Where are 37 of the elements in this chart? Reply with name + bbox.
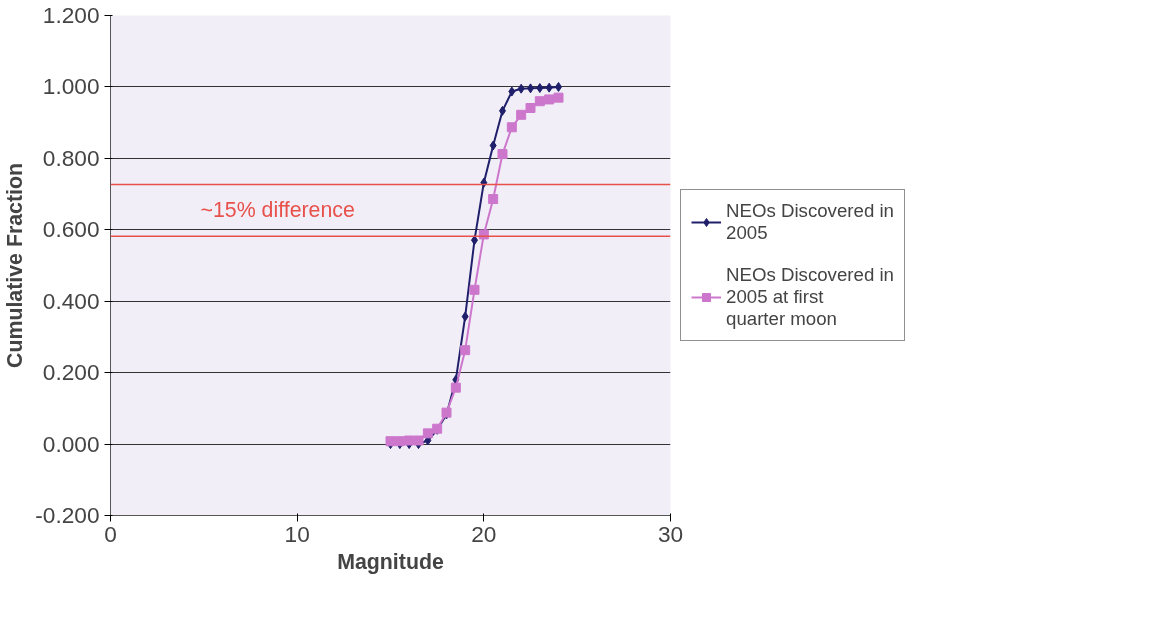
- x-tick-label: 20: [471, 520, 497, 547]
- y-tick-label: 1.000: [42, 73, 100, 100]
- point: [536, 83, 544, 93]
- legend-label: NEOs Discovered in 2005 at first quarter moon: [726, 264, 894, 330]
- point: [422, 428, 433, 439]
- point: [404, 435, 415, 446]
- point: [450, 382, 461, 393]
- point: [517, 83, 525, 94]
- y-tick-label: 0.400: [42, 287, 100, 314]
- point: [553, 92, 564, 103]
- x-tick-label: 30: [657, 520, 684, 547]
- point: [413, 435, 424, 446]
- point: [508, 86, 516, 97]
- point: [488, 194, 499, 205]
- y-tick-label: 0.600: [42, 216, 100, 243]
- point: [534, 96, 545, 107]
- x-tick-label: 10: [284, 520, 310, 547]
- y-axis-title: Cumulative Fraction: [3, 162, 28, 369]
- point: [525, 103, 536, 113]
- point: [506, 122, 517, 133]
- y-tick-label: 0.000: [42, 430, 100, 457]
- y-tick-label: 0.200: [42, 359, 100, 386]
- point: [544, 94, 555, 105]
- y-tick-label: 0.800: [42, 144, 100, 171]
- legend-label: NEOs Discovered in 2005: [726, 200, 894, 244]
- point: [516, 109, 527, 120]
- point: [545, 82, 553, 93]
- point: [489, 140, 497, 151]
- x-tick-label: 0: [104, 520, 117, 547]
- x-axis-title: Magnitude: [337, 549, 444, 574]
- y-tick-label: -0.200: [35, 502, 100, 528]
- point: [460, 345, 471, 356]
- point: [497, 149, 508, 160]
- point: [469, 284, 480, 295]
- annotation: ~15% difference: [200, 198, 355, 223]
- y-tick-label: 1.200: [42, 2, 100, 28]
- point: [461, 311, 469, 322]
